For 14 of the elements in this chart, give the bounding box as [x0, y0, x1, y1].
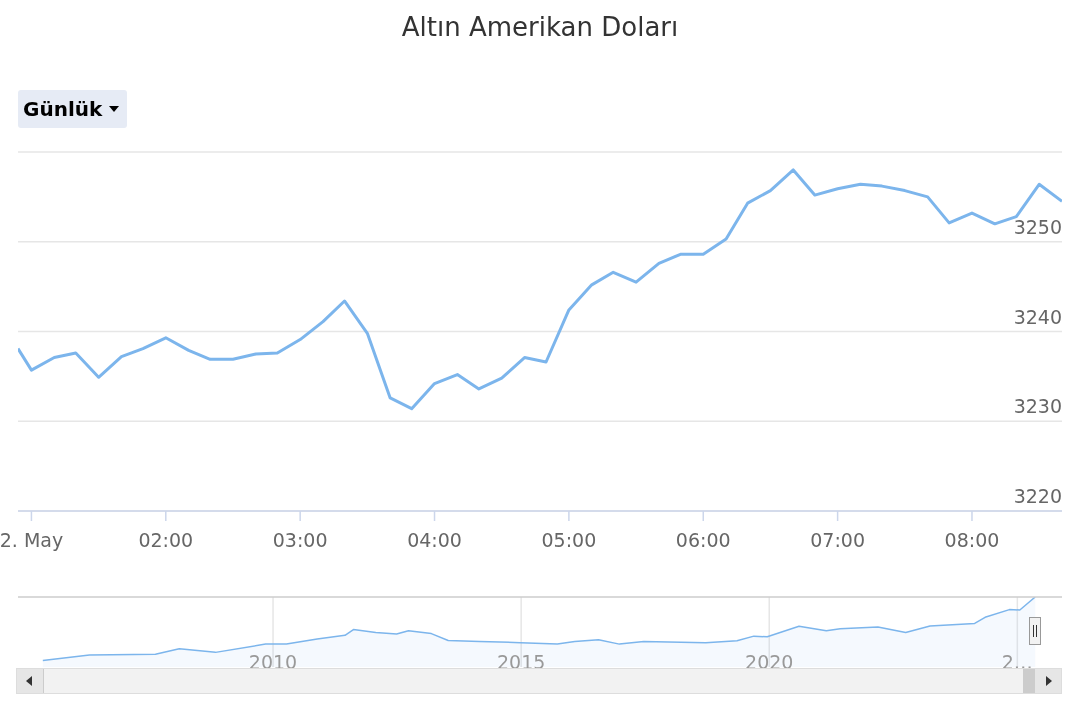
x-tick-label: 05:00: [541, 529, 597, 551]
x-tick-label: 02:00: [138, 529, 194, 551]
y-tick-label: 3250: [1013, 215, 1062, 238]
text: Günlük: [23, 97, 103, 121]
x-tick-label: 03:00: [272, 529, 328, 551]
y-tick-label: 3240: [1013, 305, 1062, 328]
chart-title: Altın Amerikan Doları: [400, 12, 680, 42]
x-tick-label: 07:00: [810, 529, 865, 551]
x-tick-label: 04:00: [407, 529, 462, 551]
x-tick-label: 2. May: [0, 529, 64, 551]
y-tick-label: 3220: [1013, 485, 1062, 507]
x-tick-label: 06:00: [675, 529, 731, 551]
x-tick-label: 08:00: [944, 529, 1000, 551]
y-tick-label: 3230: [1013, 395, 1062, 418]
